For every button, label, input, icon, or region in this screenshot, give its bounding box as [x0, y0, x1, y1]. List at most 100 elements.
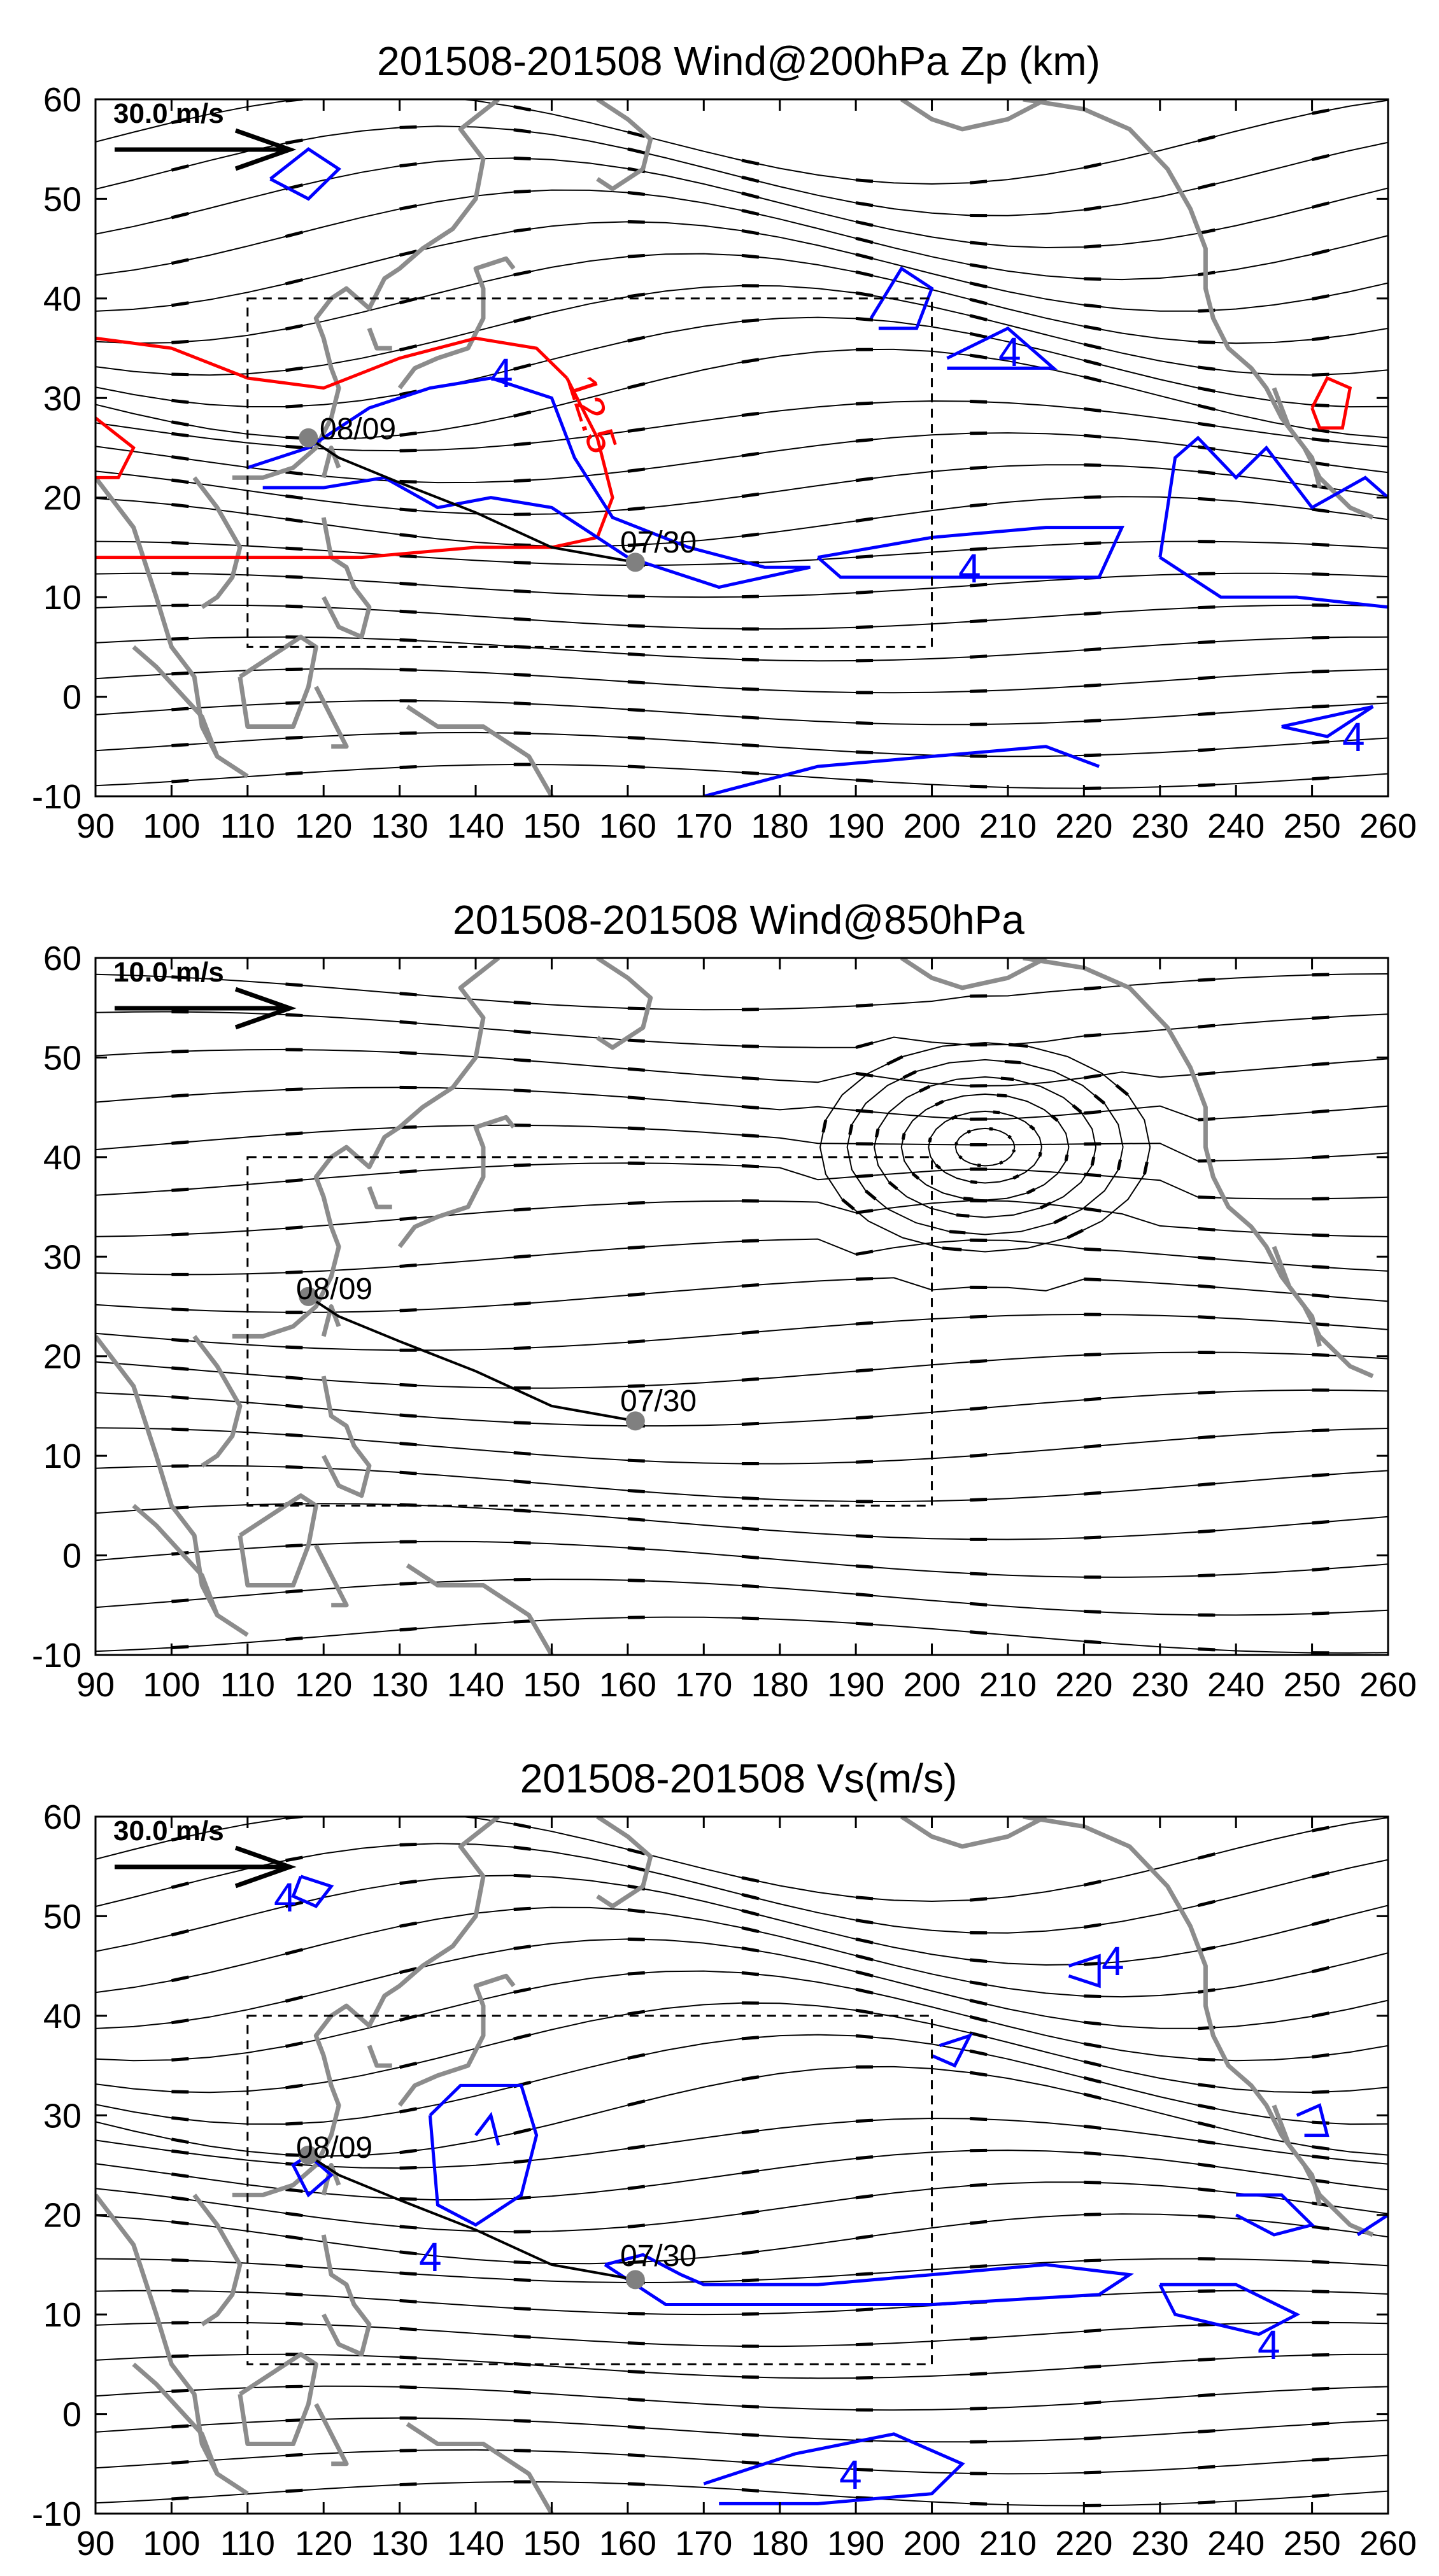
wind-arrow-mark — [513, 731, 531, 735]
wind-arrow-mark — [741, 1330, 760, 1335]
region-box — [246, 1156, 933, 1507]
wind-arrow-mark — [627, 1245, 645, 1250]
wind-arrow-mark — [1198, 470, 1216, 475]
wind-arrow-mark — [399, 2482, 417, 2487]
wind-arrow-mark — [741, 1283, 760, 1288]
streamline — [96, 125, 1388, 216]
wind-arrow-mark — [399, 1169, 417, 1174]
wind-arrow-mark — [627, 680, 645, 685]
contour-line — [1158, 435, 1388, 558]
wind-arrow-mark — [171, 372, 189, 377]
wind-arrow-mark — [171, 117, 189, 125]
wind-arrow-mark — [171, 164, 189, 172]
wind-arrow-mark — [171, 455, 189, 461]
wind-arrow-mark — [970, 784, 988, 789]
wind-arrow-mark — [1084, 2020, 1102, 2026]
wind-arrow-mark — [1084, 647, 1102, 652]
wind-arrow-mark — [874, 1129, 880, 1138]
wind-arrow-mark — [855, 2272, 874, 2276]
panel-vs: 201508-201508 Vs(m/s) 08/09 07/30 4 4 4 … — [0, 1717, 1439, 2576]
wind-arrow-mark — [513, 189, 531, 194]
coast-line — [367, 327, 392, 351]
reference-vector-label: 10.0 m/s — [113, 957, 224, 988]
wind-arrow-mark — [1312, 1293, 1329, 1299]
wind-arrow-mark — [285, 366, 303, 372]
y-tick-label: 20 — [43, 479, 82, 517]
y-tick-label: 50 — [43, 1897, 82, 1936]
wind-arrow-mark — [1312, 740, 1329, 745]
wind-arrow-mark — [171, 1093, 189, 1098]
wind-arrow-mark — [399, 1581, 417, 1586]
wind-arrow-mark — [969, 2071, 988, 2077]
wind-arrow-mark — [855, 270, 874, 278]
wind-arrow-mark — [399, 2298, 417, 2304]
wind-arrow-mark — [400, 1812, 417, 1813]
coast-line — [406, 2422, 554, 2514]
wind-arrow-mark — [1084, 1609, 1102, 1614]
streamline — [96, 540, 1388, 567]
axis-ticks: 90 100 110 120 130 140 150 160 170 180 190 200 210 22… — [32, 81, 1417, 845]
wind-arrow-mark — [627, 147, 646, 155]
wind-arrow-mark — [848, 1124, 854, 1136]
contour-label-4: 4 — [998, 329, 1021, 375]
x-tick-label: 250 — [1284, 807, 1341, 845]
wind-arrow-mark — [399, 2166, 417, 2170]
wind-arrow-mark — [741, 175, 760, 183]
contour-line — [1310, 376, 1352, 430]
wind-arrow-mark — [1197, 135, 1216, 143]
wind-arrow-mark — [855, 1108, 874, 1114]
x-tick-label: 210 — [979, 807, 1037, 845]
wind-arrow-mark — [171, 432, 189, 438]
wind-arrow-mark — [627, 2099, 646, 2107]
wind-arrow-mark — [855, 437, 874, 443]
track-end-point — [299, 2145, 318, 2165]
wind-arrow-mark — [741, 1876, 760, 1883]
wind-arrow-mark — [627, 1458, 645, 1463]
wind-arrow-mark — [171, 2018, 189, 2025]
panel-850hpa: 201508-201508 Wind@850hPa 08/09 07/30 10… — [0, 859, 1439, 1717]
wind-arrow-mark — [970, 619, 988, 624]
chart-vs: 201508-201508 Vs(m/s) 08/09 07/30 4 4 4 … — [32, 1756, 1417, 2563]
contour-label-4: 4 — [839, 2452, 862, 2498]
contour-line — [1158, 2283, 1301, 2337]
wind-arrow-mark — [513, 1301, 531, 1306]
wind-arrow-mark — [627, 707, 645, 712]
wind-arrow-mark — [741, 1584, 760, 1589]
contour-line — [96, 377, 614, 560]
wind-arrow-mark — [513, 1619, 531, 1624]
coast-line — [314, 2403, 349, 2467]
wind-arrow-mark — [171, 2116, 189, 2122]
wind-arrow-mark — [399, 1879, 417, 1885]
wind-arrow-mark — [1198, 1482, 1216, 1487]
track-end-point — [299, 1286, 318, 1306]
wind-arrow-mark — [171, 420, 189, 427]
wind-arrow-mark — [856, 721, 874, 725]
streamline — [96, 1087, 1388, 1121]
streamline — [96, 1427, 1388, 1465]
wind-arrow-mark — [1084, 2400, 1102, 2405]
streamline — [96, 1503, 1388, 1540]
wind-arrow-mark — [741, 1946, 760, 1953]
wind-arrow-mark — [399, 533, 417, 538]
chart-title: 201508-201508 Wind@850hPa — [453, 897, 1024, 943]
wind-arrow-mark — [1312, 1428, 1329, 1433]
wind-arrow-mark — [399, 2148, 417, 2155]
wind-arrow-mark — [741, 2036, 760, 2041]
streamline — [954, 1127, 1016, 1167]
wind-arrow-mark — [627, 130, 646, 138]
wind-arrow-mark — [1197, 386, 1216, 393]
x-tick-label: 160 — [599, 807, 656, 845]
wind-arrow-mark — [741, 743, 760, 748]
streamline — [96, 731, 1388, 757]
wind-arrow-mark — [741, 318, 760, 323]
wind-arrow-mark — [1312, 704, 1329, 709]
wind-arrow-mark — [935, 1099, 944, 1107]
typhoon-track — [299, 1286, 645, 1431]
wind-arrow-mark — [627, 764, 645, 769]
wind-arrow-mark — [285, 1544, 303, 1548]
wind-arrow-mark — [1312, 2457, 1329, 2462]
reference-vector: 30.0 m/s — [113, 1815, 297, 1889]
wind-arrow-mark — [285, 404, 303, 409]
wind-arrow-mark — [1312, 2421, 1329, 2426]
wind-arrow-mark — [399, 609, 417, 614]
